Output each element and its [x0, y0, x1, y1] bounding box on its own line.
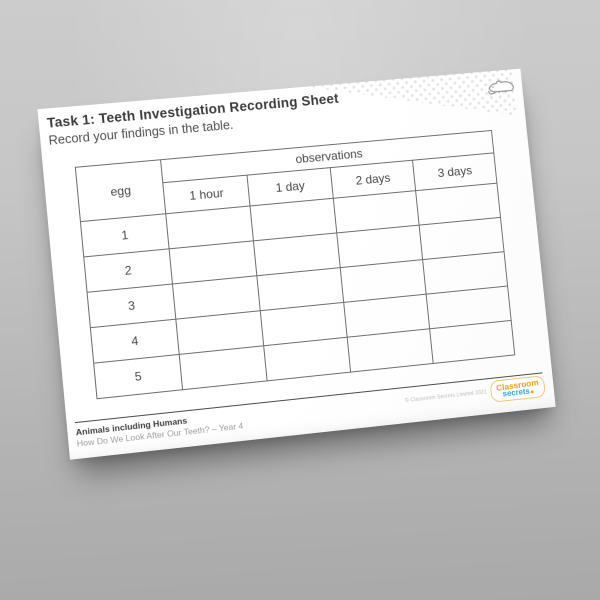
copyright-text: © Classroom Secrets Limited 2021: [405, 389, 487, 404]
observation-cell: [347, 329, 433, 372]
egg-column-header: egg: [75, 160, 165, 222]
footer-branding: © Classroom Secrets Limited 2021 Classro…: [404, 375, 546, 411]
observation-cell: [430, 320, 515, 363]
mouse-icon: [485, 74, 518, 100]
logo-dot-icon: [531, 390, 534, 393]
observation-cell: [179, 346, 267, 390]
observation-cell: [264, 337, 351, 381]
footer-titles: Animals including Humans How Do We Look …: [75, 409, 243, 448]
recording-table: egg observations 1 hour 1 day 2 days 3 d…: [75, 130, 516, 399]
classroom-secrets-logo: Classroom secrets: [490, 375, 546, 402]
row-label: 5: [94, 354, 183, 398]
worksheet-page: Task 1: Teeth Investigation Recording Sh…: [37, 69, 555, 460]
gray-backdrop: Task 1: Teeth Investigation Recording Sh…: [0, 0, 600, 600]
